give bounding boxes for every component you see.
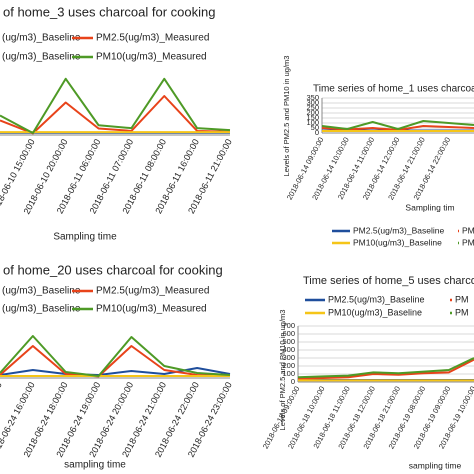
y-tick-label: 350 xyxy=(306,93,319,102)
y-tick-label: 250 xyxy=(306,103,319,112)
y-tick-label: 300 xyxy=(282,353,295,362)
y-tick-label: 500 xyxy=(282,337,295,346)
series-line xyxy=(0,335,231,377)
y-tick-label: 100 xyxy=(282,369,295,378)
legend-label: PM10(ug/m3)_Baseline xyxy=(328,307,422,317)
legend-label: (ug/m3)_Baseline xyxy=(2,304,81,315)
chart-title: Time series of home_5 uses charcoal xyxy=(303,275,474,287)
series-line xyxy=(0,95,231,135)
legend-label: PM2.5(ug/m3)_Measured xyxy=(96,286,209,297)
legend-label: PM10(ug/m3)_Measured xyxy=(96,52,207,63)
y-axis-label: Levels of PM2.5 and PM10 in ug/m3 xyxy=(282,56,291,177)
legend-label: (ug/m3)_Baseline xyxy=(2,286,81,297)
legend-label: (ug/m3)_Baseline xyxy=(2,33,81,44)
legend-label: PM2.5(ug/m3)_Baseline xyxy=(328,294,425,304)
y-tick-label: 200 xyxy=(282,361,295,370)
legend-label: PM2.5(ug/m3)_Measured xyxy=(96,33,209,44)
y-axis-label: Levels of PM2.5 and PM10 in ug/m3 xyxy=(278,310,287,431)
y-tick-label: 100 xyxy=(306,118,319,127)
series-line xyxy=(297,358,474,380)
series-line xyxy=(0,345,231,378)
series-line xyxy=(0,77,231,135)
series-line xyxy=(321,120,474,130)
legend-label: PM10(ug/m3)_Measured xyxy=(96,304,207,315)
y-tick-label: 300 xyxy=(306,98,319,107)
legend-label: (ug/m3)_Baseline xyxy=(2,52,81,63)
chart-title: of home_3 uses charcoal for cooking xyxy=(3,4,215,19)
y-tick-label: 700 xyxy=(282,321,295,330)
legend-label: PM xyxy=(455,307,469,317)
y-tick-label: 400 xyxy=(282,345,295,354)
legend-label: PM10(ug/m3)_Baseline xyxy=(353,237,442,247)
x-axis-label: Sampling time xyxy=(53,232,117,243)
y-tick-label: 0 xyxy=(315,128,319,137)
y-tick-label: 600 xyxy=(282,329,295,338)
y-tick-label: 150 xyxy=(306,113,319,122)
x-axis-label: Sampling tim xyxy=(405,202,454,212)
chart-title: Time series of home_1 uses charcoal for … xyxy=(313,84,474,95)
x-axis-label: sampling time xyxy=(64,460,126,471)
chart-title: of home_20 uses charcoal for cooking xyxy=(3,262,223,277)
series-line xyxy=(0,367,231,376)
y-tick-label: 0 xyxy=(291,377,295,386)
series-line xyxy=(297,357,474,379)
legend-label: PM xyxy=(462,237,474,247)
y-tick-label: 200 xyxy=(306,108,319,117)
legend-label: PM xyxy=(455,294,469,304)
x-axis-label: sampling time xyxy=(409,460,462,470)
legend-label: PM2.5(ug/m3)_Baseline xyxy=(353,225,444,235)
legend-label: PM xyxy=(462,225,474,235)
y-tick-label: 50 xyxy=(311,123,319,132)
